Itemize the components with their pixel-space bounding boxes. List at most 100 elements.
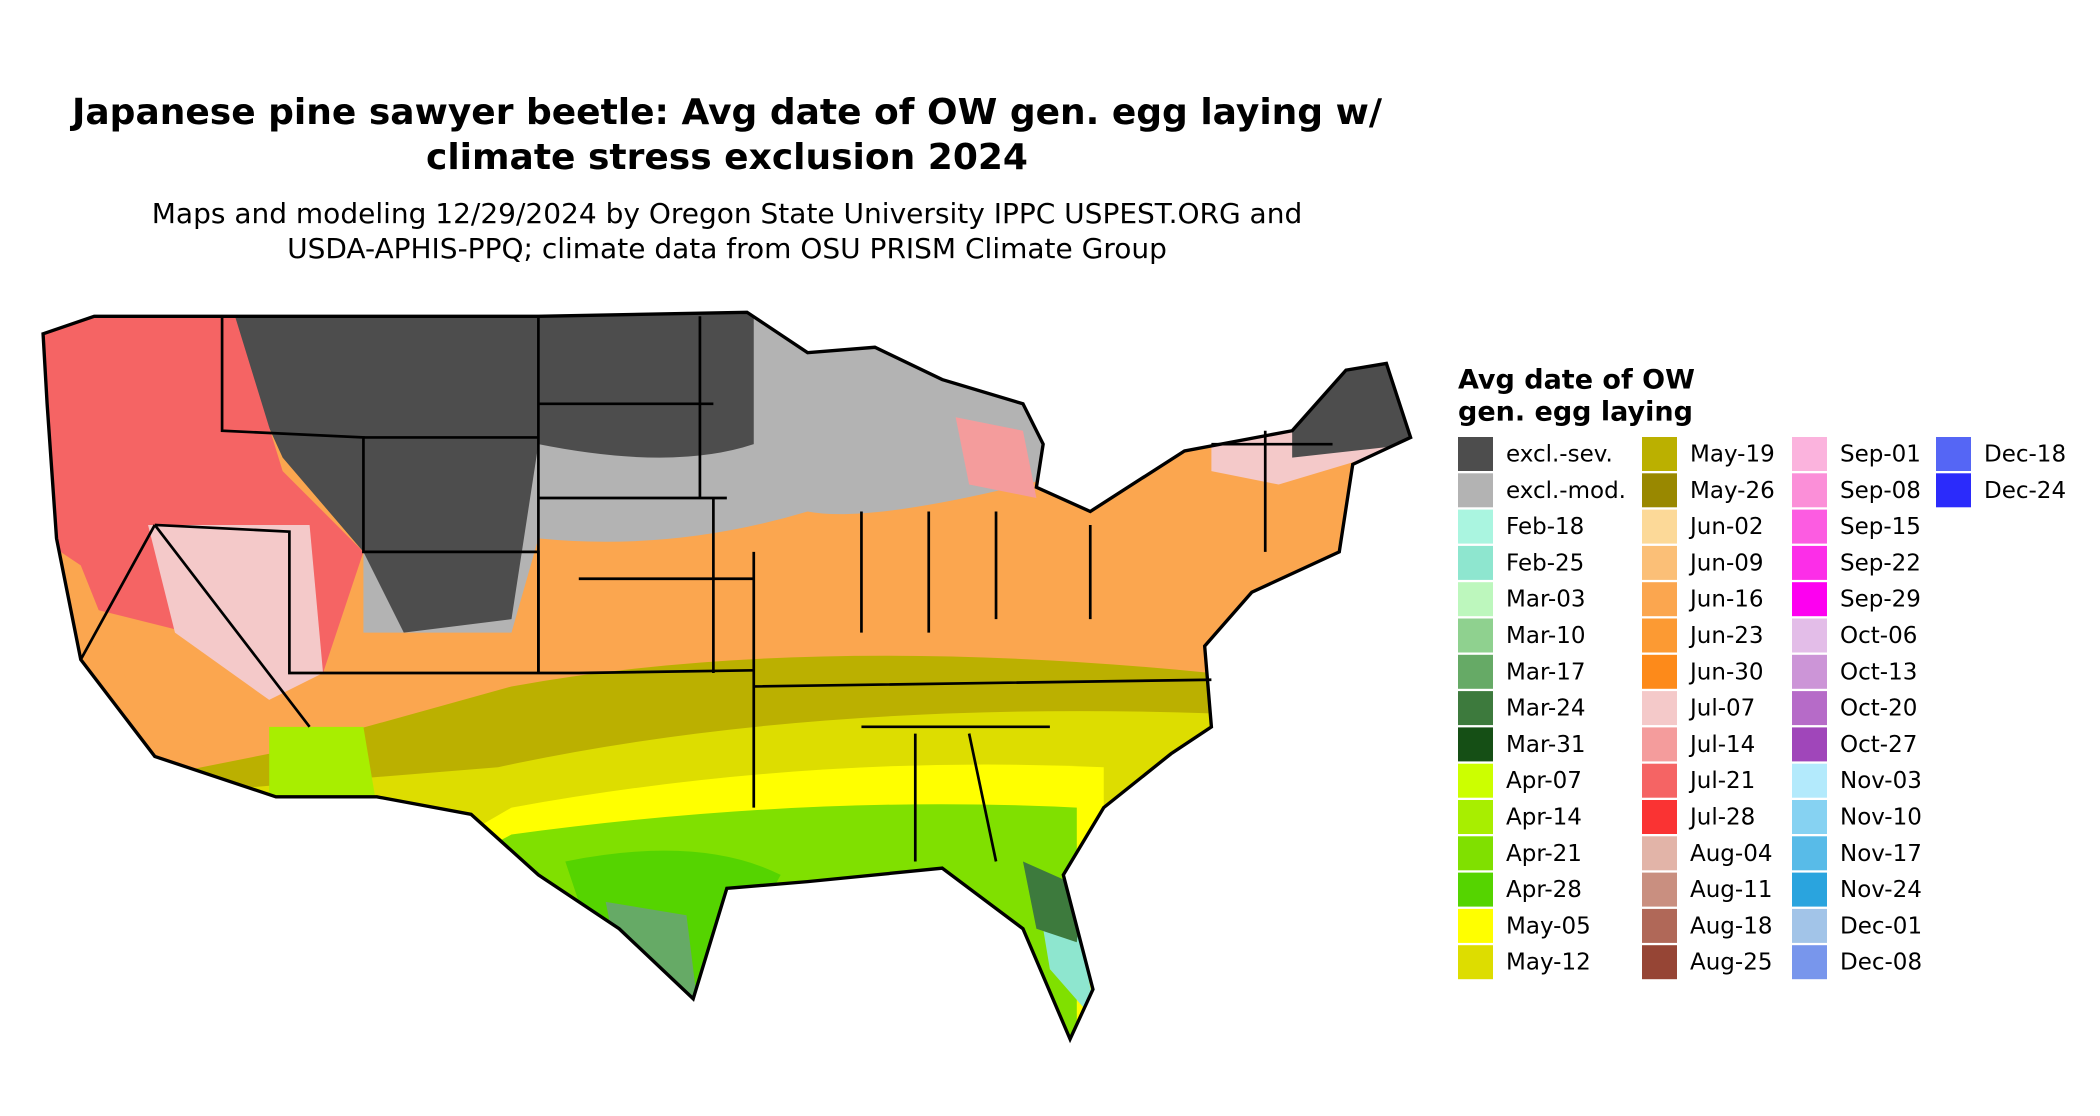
legend-label: Sep-15 — [1840, 514, 1921, 540]
legend-swatch — [1458, 872, 1493, 907]
legend-swatch — [1642, 691, 1677, 726]
legend-label: Mar-03 — [1506, 587, 1586, 613]
legend-swatch — [1936, 437, 1971, 471]
legend-label: Dec-24 — [1984, 478, 2066, 504]
legend-label: Nov-17 — [1840, 841, 1922, 867]
legend-label: Oct-20 — [1840, 696, 1917, 722]
legend-label: Nov-03 — [1840, 768, 1922, 794]
subtitle-line: USDA-APHIS-PPQ; climate data from OSU PR… — [287, 232, 1167, 265]
subtitle-line: Maps and modeling 12/29/2024 by Oregon S… — [152, 197, 1303, 230]
legend-label: Jun-02 — [1688, 514, 1764, 540]
legend-label: Feb-18 — [1506, 514, 1584, 540]
legend-swatch — [1792, 908, 1827, 943]
legend-swatch — [1458, 509, 1493, 544]
legend-swatch — [1792, 473, 1827, 508]
legend-label: excl.-mod. — [1506, 478, 1626, 504]
legend-label: Apr-14 — [1506, 805, 1582, 831]
legend-swatch — [1792, 437, 1827, 471]
legend-swatch — [1642, 836, 1677, 871]
legend-swatch — [1642, 437, 1677, 471]
legend-swatch — [1792, 654, 1827, 689]
legend-label: Aug-18 — [1690, 913, 1772, 939]
legend-swatch — [1792, 582, 1827, 617]
legend-label: May-19 — [1690, 442, 1775, 468]
legend: excl.-sev. excl.-mod. Feb-18 Feb-25 Mar-03 Ma… — [1458, 437, 2066, 980]
legend-swatch — [1642, 872, 1677, 907]
legend-swatch — [1642, 473, 1677, 508]
legend-label: Sep-08 — [1840, 478, 1921, 504]
legend-swatch — [1792, 618, 1827, 653]
legend-label: Jun-23 — [1688, 623, 1764, 649]
legend-swatch — [1458, 437, 1493, 471]
legend-label: May-05 — [1506, 913, 1591, 939]
legend-swatch — [1458, 945, 1493, 980]
legend-swatch — [1792, 945, 1827, 980]
legend-swatch — [1642, 545, 1677, 580]
legend-label: Mar-17 — [1506, 659, 1586, 685]
legend-swatch — [1458, 727, 1493, 762]
legend-swatch — [1458, 618, 1493, 653]
legend-label: Feb-25 — [1506, 550, 1584, 576]
legend-swatch — [1458, 654, 1493, 689]
legend-label: Jul-14 — [1688, 732, 1755, 758]
legend-swatch — [1792, 800, 1827, 834]
legend-label: Dec-18 — [1984, 442, 2066, 468]
legend-title: Avg date of OW — [1458, 365, 1695, 396]
legend-label: Aug-25 — [1690, 950, 1772, 976]
legend-swatch — [1642, 763, 1677, 798]
legend-label: Sep-22 — [1840, 550, 1921, 576]
legend-swatch — [1792, 836, 1827, 871]
legend-label: Dec-08 — [1840, 950, 1922, 976]
legend-label: May-26 — [1690, 478, 1775, 504]
legend-label: Aug-04 — [1690, 841, 1772, 867]
legend-swatch — [1642, 727, 1677, 762]
legend-label: Oct-06 — [1840, 623, 1917, 649]
legend-swatch — [1642, 618, 1677, 653]
legend-swatch — [1642, 654, 1677, 689]
legend-swatch — [1458, 582, 1493, 617]
legend-swatch — [1458, 473, 1493, 508]
legend-label: Dec-01 — [1840, 913, 1922, 939]
legend-label: Nov-24 — [1840, 877, 1922, 903]
legend-label: Mar-31 — [1506, 732, 1586, 758]
title-line: Japanese pine sawyer beetle: Avg date of… — [69, 92, 1383, 133]
legend-label: Apr-21 — [1506, 841, 1582, 867]
legend-label: Jul-07 — [1688, 696, 1755, 722]
legend-label: Jul-28 — [1688, 805, 1755, 831]
legend-swatch — [1936, 473, 1971, 508]
legend-swatch — [1792, 872, 1827, 907]
legend-label: excl.-sev. — [1506, 442, 1613, 468]
legend-title: gen. egg laying — [1458, 397, 1693, 428]
legend-swatch — [1458, 691, 1493, 726]
legend-swatch — [1792, 509, 1827, 544]
legend-label: Aug-11 — [1690, 877, 1772, 903]
legend-label: Apr-28 — [1506, 877, 1582, 903]
legend-swatch — [1458, 908, 1493, 943]
legend-label: Oct-13 — [1840, 659, 1917, 685]
legend-swatch — [1642, 582, 1677, 617]
legend-label: May-12 — [1506, 950, 1591, 976]
legend-swatch — [1792, 727, 1827, 762]
legend-swatch — [1792, 763, 1827, 798]
legend-swatch — [1458, 836, 1493, 871]
legend-swatch — [1792, 545, 1827, 580]
legend-label: Jun-09 — [1688, 550, 1764, 576]
legend-swatch — [1642, 908, 1677, 943]
legend-label: Nov-10 — [1840, 805, 1922, 831]
legend-label: Apr-07 — [1506, 768, 1582, 794]
legend-swatch — [1792, 691, 1827, 726]
legend-swatch — [1642, 945, 1677, 980]
title-line: climate stress exclusion 2024 — [426, 137, 1028, 178]
map — [41, 310, 1413, 1044]
legend-label: Oct-27 — [1840, 732, 1917, 758]
legend-swatch — [1642, 800, 1677, 834]
legend-label: Sep-01 — [1840, 442, 1921, 468]
legend-label: Jun-16 — [1688, 587, 1764, 613]
legend-swatch — [1642, 509, 1677, 544]
legend-label: Jul-21 — [1688, 768, 1755, 794]
legend-label: Mar-24 — [1506, 696, 1586, 722]
legend-swatch — [1458, 800, 1493, 834]
legend-label: Jun-30 — [1688, 659, 1764, 685]
legend-swatch — [1458, 545, 1493, 580]
